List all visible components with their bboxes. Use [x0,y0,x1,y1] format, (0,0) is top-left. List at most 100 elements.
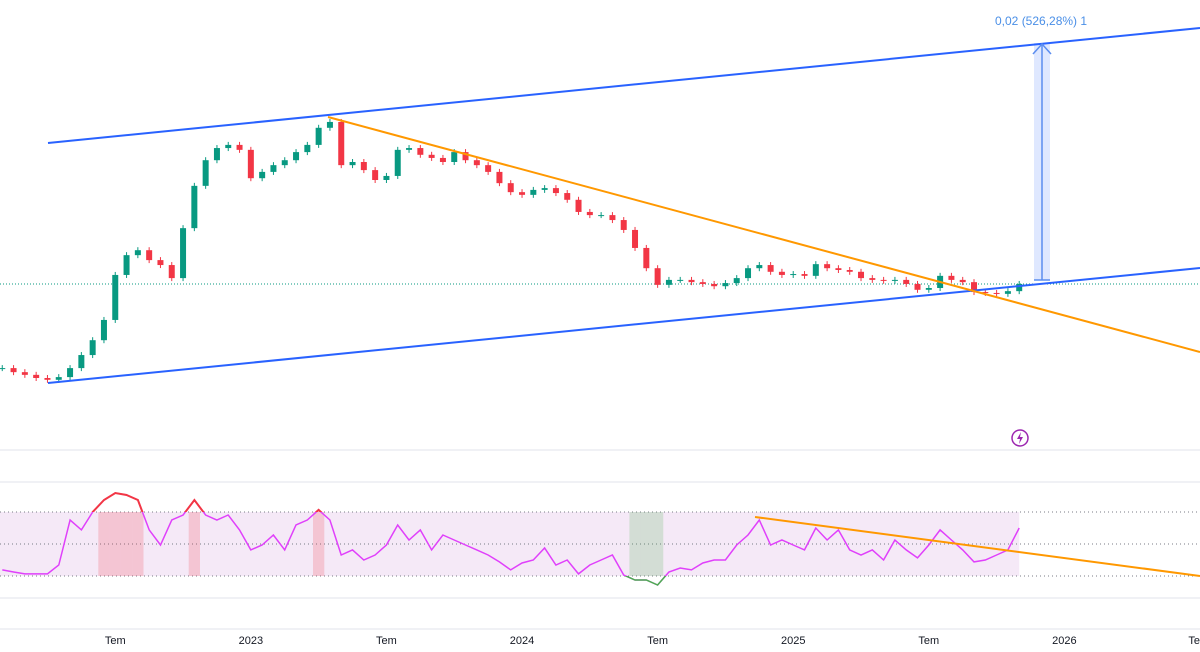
candle [778,271,785,275]
candle [473,160,480,166]
candle [745,268,752,279]
rsi-trend-line [754,516,1200,577]
candle [519,192,526,195]
candle [880,279,887,281]
candle [315,127,322,145]
candle [869,278,876,280]
candle [733,278,740,284]
trend-line [327,116,1200,353]
candle [213,148,220,161]
x-tick-label: 2026 [1052,635,1076,647]
candle [326,121,333,128]
measure-label: 0,02 (526,28%) 1 [995,14,1087,28]
candle [134,250,141,256]
candle [812,264,819,276]
candle [971,282,978,293]
candle [123,255,130,275]
candle [485,165,492,172]
data-layer [0,118,1200,586]
candle [462,152,469,161]
candle [575,199,582,212]
candle [541,188,548,190]
candle [259,171,266,179]
overbought-zone [109,512,121,576]
background-layer [0,283,1200,630]
candle [406,148,413,150]
x-tick-label: Tem [105,635,126,647]
candle [711,283,718,287]
x-tick-label: Te [1188,635,1200,647]
trend-channel-lower [47,267,1200,384]
candle [654,268,661,285]
candle [338,121,345,166]
candle [891,279,898,281]
candle [858,271,865,279]
candle [349,162,356,166]
alert-circle[interactable] [1011,429,1029,447]
candle [552,188,559,194]
candle [914,283,921,290]
drawings: 0,02 (526,28%) 1 [47,14,1200,577]
candle [67,368,74,378]
candle [903,279,910,284]
candle [394,149,401,176]
candle [665,279,672,285]
oversold-zone [651,512,664,576]
candle [168,265,175,279]
candle [496,171,503,184]
candle [44,378,51,380]
overbought-zone [120,512,133,576]
candle [507,183,514,193]
candle [439,157,446,162]
candle [790,274,797,276]
candle [948,275,955,280]
candle [620,220,627,230]
x-tick-label: 2023 [239,635,263,647]
candle [564,193,571,200]
rsi-line [2,492,1020,586]
x-tick-label: Tem [918,635,939,647]
candle [383,175,390,180]
x-tick-label: Tem [376,635,397,647]
overbought-zone [312,512,325,576]
candle [609,215,616,221]
candle [157,260,164,266]
candle [632,229,639,248]
oversold-zone [629,512,641,576]
candle [677,279,684,281]
candle [959,279,966,283]
candle [1004,291,1011,294]
x-tick-label: 2025 [781,635,805,647]
measure-arrow-head [1032,42,1052,55]
overbought-zone [98,512,110,576]
overbought-zone [132,512,144,576]
candle [360,162,367,171]
candle [78,355,85,369]
candle [846,270,853,272]
candle [21,372,28,375]
overbought-zone [188,512,200,576]
trend-channel-upper [47,27,1200,144]
candle [688,279,695,283]
candle [993,292,1000,294]
candle [417,148,424,155]
candle [428,154,435,158]
candle [0,368,6,370]
candle [304,144,311,153]
candle [699,282,706,284]
candle [112,274,119,320]
candle [756,265,763,269]
alert-bolt[interactable] [1017,432,1023,444]
candle [55,377,62,380]
candle [225,144,232,149]
candle [530,189,537,195]
candle [180,228,187,279]
alert-icon[interactable] [1011,429,1029,447]
candle [925,288,932,290]
candle [767,265,774,272]
candle [146,250,153,261]
candle [100,319,107,341]
candle [801,274,808,276]
candle [89,340,96,356]
